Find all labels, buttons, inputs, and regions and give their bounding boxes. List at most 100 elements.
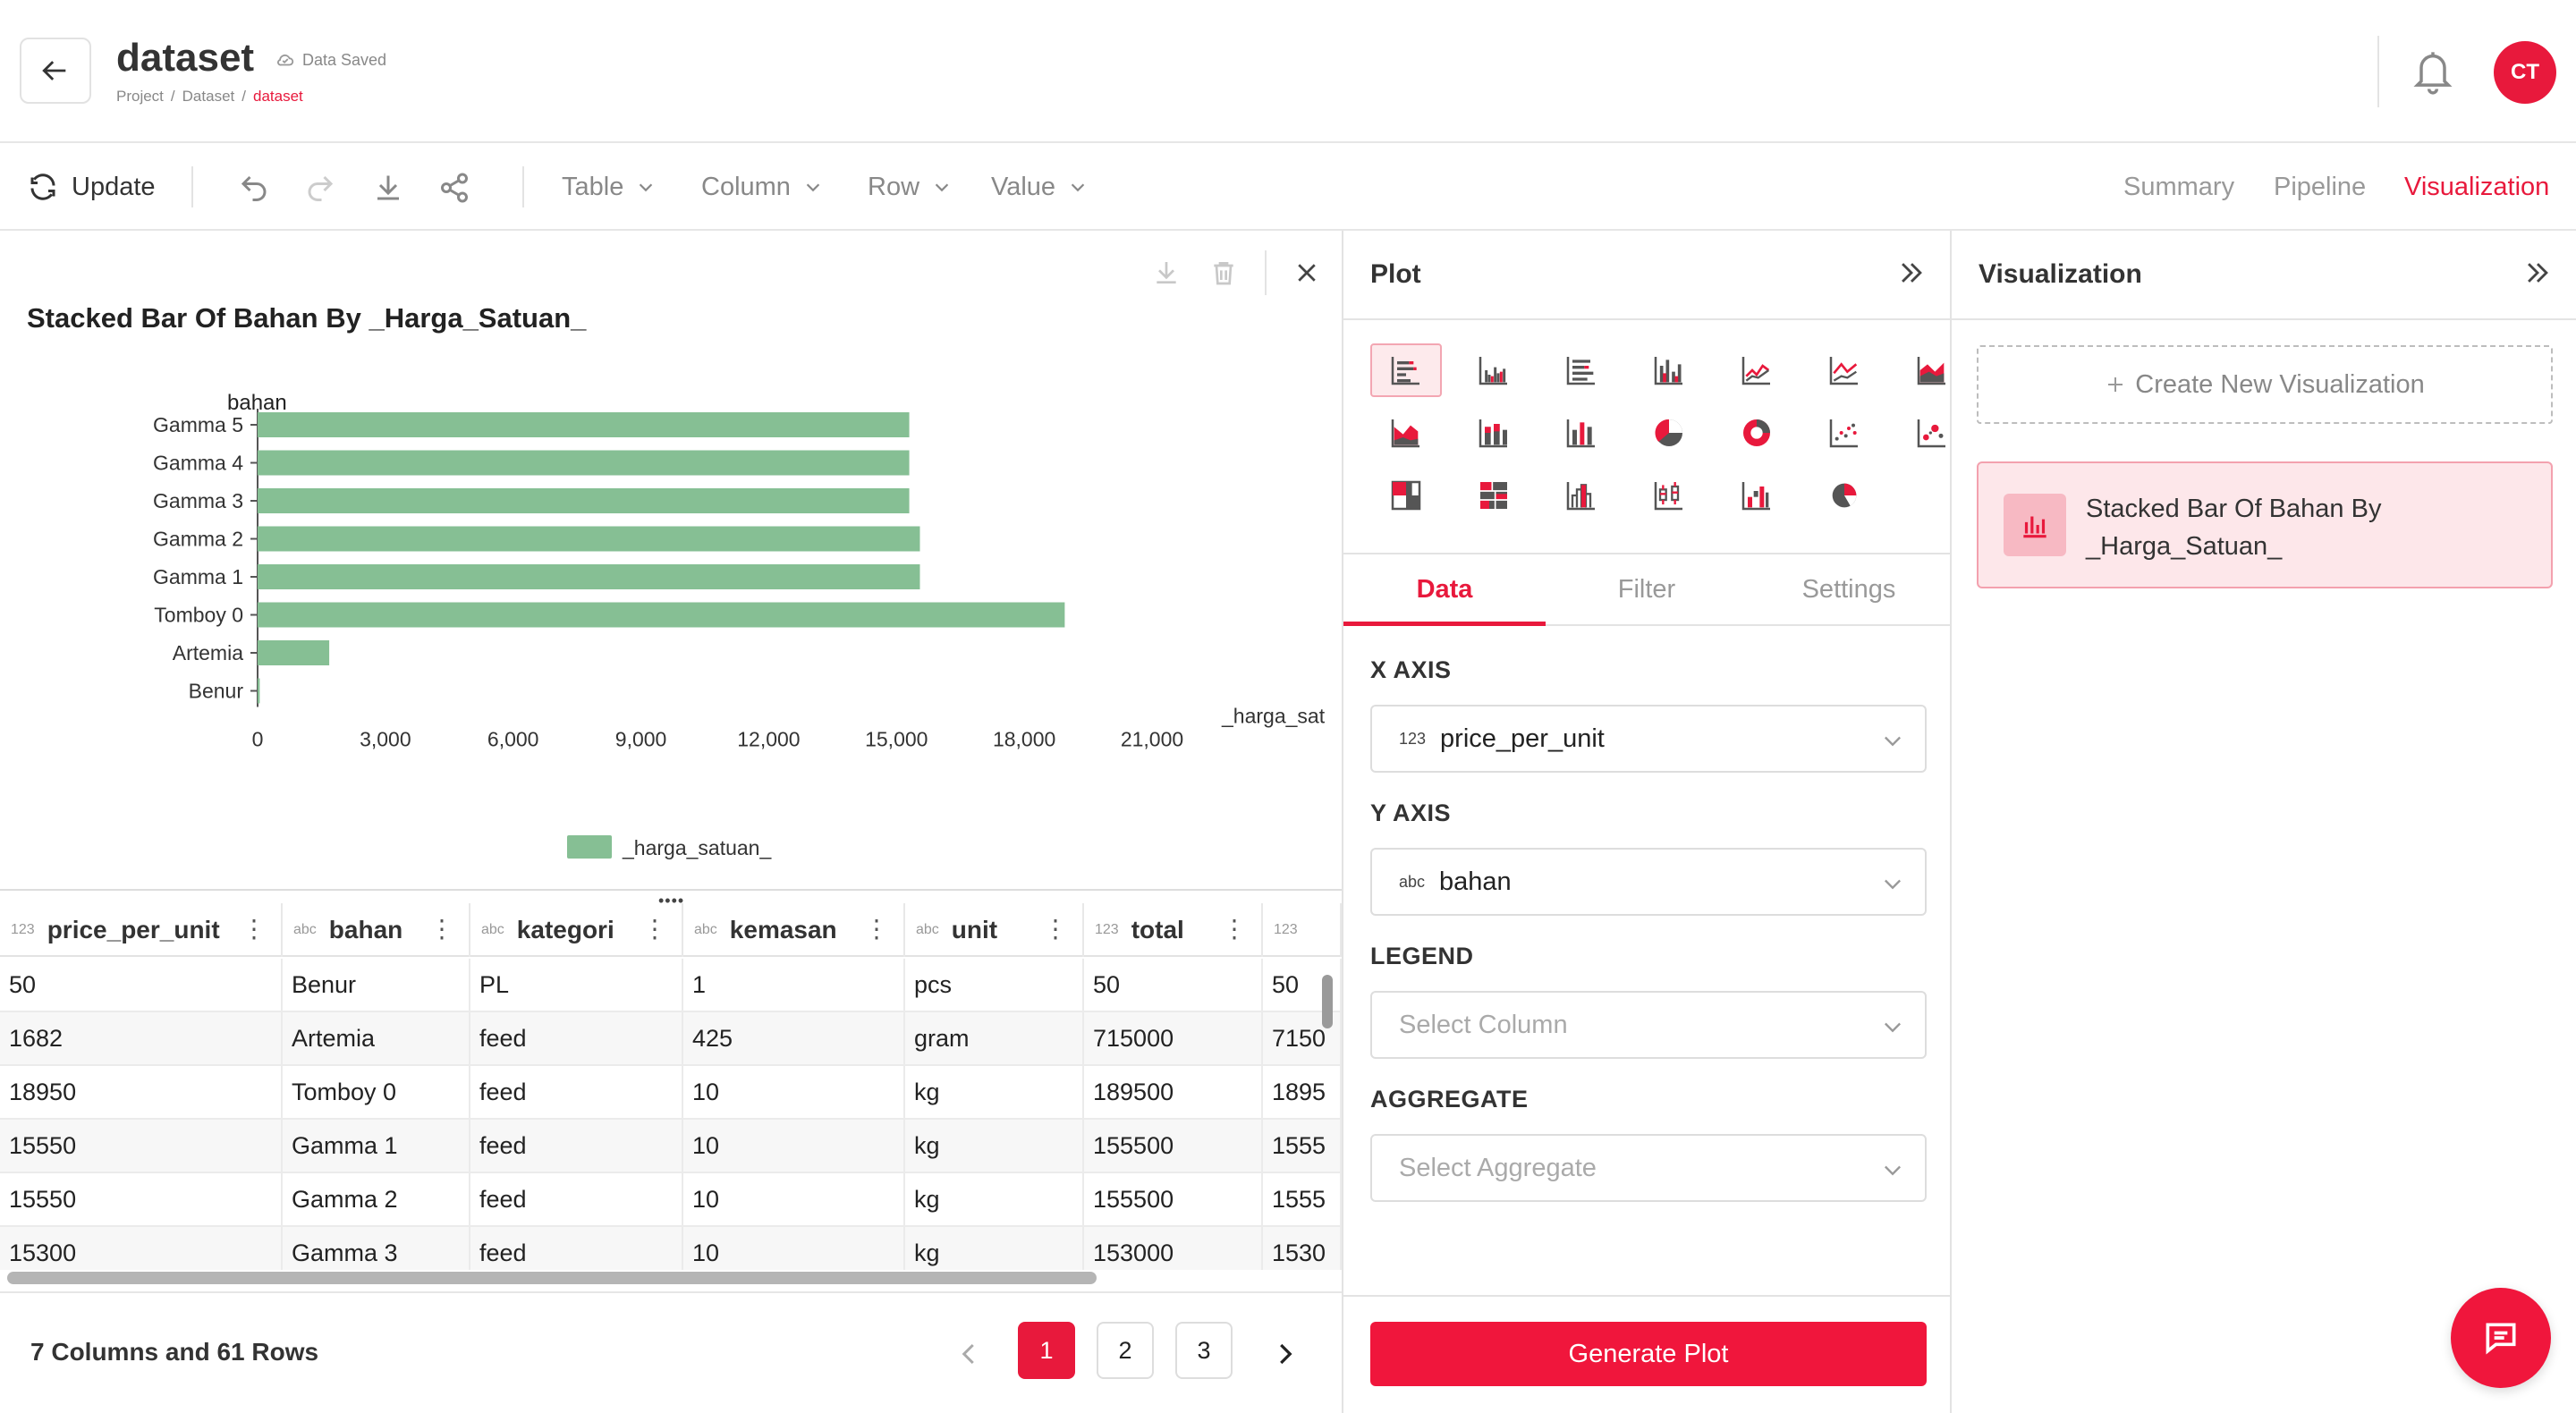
table-cell[interactable]: 7150 [1263,1012,1342,1064]
row-menu[interactable]: Row [868,143,952,231]
table-cell[interactable]: 1682 [0,1012,283,1064]
table-cell[interactable]: 50 [1263,959,1342,1011]
column-menu[interactable]: Column [701,143,823,231]
download-icon[interactable] [370,170,406,206]
create-visualization-button[interactable]: Create New Visualization [1977,345,2553,424]
horizontal-scrollbar[interactable] [7,1272,1097,1284]
table-cell[interactable]: pcs [905,959,1084,1011]
plot-type-histogram-icon[interactable] [1546,469,1617,522]
table-cell[interactable]: kg [905,1120,1084,1172]
plot-type-area-icon[interactable] [1896,343,1968,397]
panel-resize-handle[interactable] [0,889,1342,893]
plot-type-heatmap-icon[interactable] [1370,469,1442,522]
table-row[interactable]: 50 Benur PL 1 pcs 50 50 [0,959,1342,1012]
plot-type-treemap-icon[interactable] [1458,469,1530,522]
column-menu-icon[interactable]: ⋮ [642,915,667,943]
table-cell[interactable]: 1895 [1263,1066,1342,1118]
breadcrumb-dataset[interactable]: Dataset [182,88,235,105]
plot-type-pie-icon[interactable] [1633,406,1705,460]
plot-type-bubble-icon[interactable] [1896,406,1968,460]
close-icon[interactable] [1293,250,1320,295]
table-cell[interactable]: 153000 [1084,1227,1263,1270]
table-row[interactable]: 15550 Gamma 1 feed 10 kg 155500 1555 [0,1120,1342,1173]
table-cell[interactable]: Gamma 1 [283,1120,470,1172]
table-row[interactable]: 18950 Tomboy 0 feed 10 kg 189500 1895 [0,1066,1342,1120]
column-header[interactable]: abc unit ⋮ [905,903,1084,957]
table-cell[interactable]: 15550 [0,1173,283,1225]
table-row[interactable]: 15550 Gamma 2 feed 10 kg 155500 1555 [0,1173,1342,1227]
table-cell[interactable]: kg [905,1227,1084,1270]
share-icon[interactable] [436,170,472,206]
table-cell[interactable]: kg [905,1066,1084,1118]
column-header[interactable]: 123 total ⋮ [1084,903,1263,957]
table-cell[interactable]: 10 [683,1066,905,1118]
collapse-icon[interactable] [2522,258,2553,292]
redo-icon[interactable] [302,170,338,206]
notification-bell-icon[interactable] [2410,45,2456,103]
page-button-1[interactable]: 1 [1018,1322,1075,1379]
breadcrumb-project[interactable]: Project [116,88,164,105]
table-cell[interactable]: 15550 [0,1120,283,1172]
tab-pipeline[interactable]: Pipeline [2274,172,2367,201]
undo-icon[interactable] [236,170,272,206]
tab-filter[interactable]: Filter [1617,574,1676,604]
table-cell[interactable]: Artemia [283,1012,470,1064]
tab-settings[interactable]: Settings [1801,574,1896,604]
table-cell[interactable]: 1555 [1263,1173,1342,1225]
tab-visualization[interactable]: Visualization [2404,172,2550,201]
plot-type-scatter-icon[interactable] [1809,406,1880,460]
back-button[interactable] [20,38,91,104]
avatar[interactable]: CT [2494,41,2556,104]
plot-type-line-icon[interactable] [1721,343,1792,397]
table-cell[interactable]: 155500 [1084,1173,1263,1225]
table-cell[interactable]: Gamma 3 [283,1227,470,1270]
plot-type-waterfall-icon[interactable] [1721,469,1792,522]
update-button[interactable]: Update [27,143,156,231]
table-cell[interactable]: 1555 [1263,1120,1342,1172]
table-cell[interactable]: feed [470,1120,683,1172]
column-header[interactable]: abc kemasan ⋮ [683,903,905,957]
table-cell[interactable]: 50 [0,959,283,1011]
table-cell[interactable]: Gamma 2 [283,1173,470,1225]
plot-type-grouped-bar-icon[interactable] [1458,343,1530,397]
plot-type-bar-horizontal-icon[interactable] [1546,343,1617,397]
page-button-3[interactable]: 3 [1175,1322,1233,1379]
column-header[interactable]: 123 [1263,903,1342,957]
plot-type-stacked-area-icon[interactable] [1370,406,1442,460]
generate-plot-button[interactable]: Generate Plot [1370,1322,1927,1386]
table-cell[interactable]: 15300 [0,1227,283,1270]
column-menu-icon[interactable]: ⋮ [242,915,267,943]
table-cell[interactable]: gram [905,1012,1084,1064]
table-cell[interactable]: 715000 [1084,1012,1263,1064]
table-row[interactable]: 1682 Artemia feed 425 gram 715000 7150 [0,1012,1342,1066]
table-cell[interactable]: 1530 [1263,1227,1342,1270]
table-cell[interactable]: 10 [683,1120,905,1172]
visualization-card[interactable]: Stacked Bar Of Bahan By _Harga_Satuan_ [1977,461,2553,588]
table-cell[interactable]: PL [470,959,683,1011]
plot-type-stacked-bar-horizontal-icon[interactable] [1370,343,1442,397]
x-axis-select[interactable]: 123 price_per_unit [1370,705,1927,773]
table-cell[interactable]: Benur [283,959,470,1011]
prev-page-icon[interactable] [943,1325,996,1383]
table-cell[interactable]: 1 [683,959,905,1011]
table-cell[interactable]: 18950 [0,1066,283,1118]
plot-type-multi-line-icon[interactable] [1809,343,1880,397]
plot-type-stacked-column-icon[interactable] [1458,406,1530,460]
table-row[interactable]: 15300 Gamma 3 feed 10 kg 153000 1530 [0,1227,1342,1270]
legend-select[interactable]: Select Column [1370,991,1927,1059]
y-axis-select[interactable]: abc bahan [1370,848,1927,916]
plot-type-radar-icon[interactable] [1809,469,1880,522]
table-cell[interactable]: feed [470,1066,683,1118]
column-header[interactable]: abc kategori ⋮ [470,903,683,957]
table-cell[interactable]: kg [905,1173,1084,1225]
vertical-scrollbar[interactable] [1322,975,1333,1028]
aggregate-select[interactable]: Select Aggregate [1370,1134,1927,1202]
trash-icon[interactable] [1209,250,1238,295]
chat-button[interactable] [2451,1288,2551,1388]
column-header[interactable]: abc bahan ⋮ [283,903,470,957]
table-cell[interactable]: feed [470,1227,683,1270]
table-cell[interactable]: 10 [683,1173,905,1225]
column-menu-icon[interactable]: ⋮ [1043,915,1068,943]
tab-data[interactable]: Data [1343,554,1546,626]
chart-download-icon[interactable] [1152,250,1181,295]
